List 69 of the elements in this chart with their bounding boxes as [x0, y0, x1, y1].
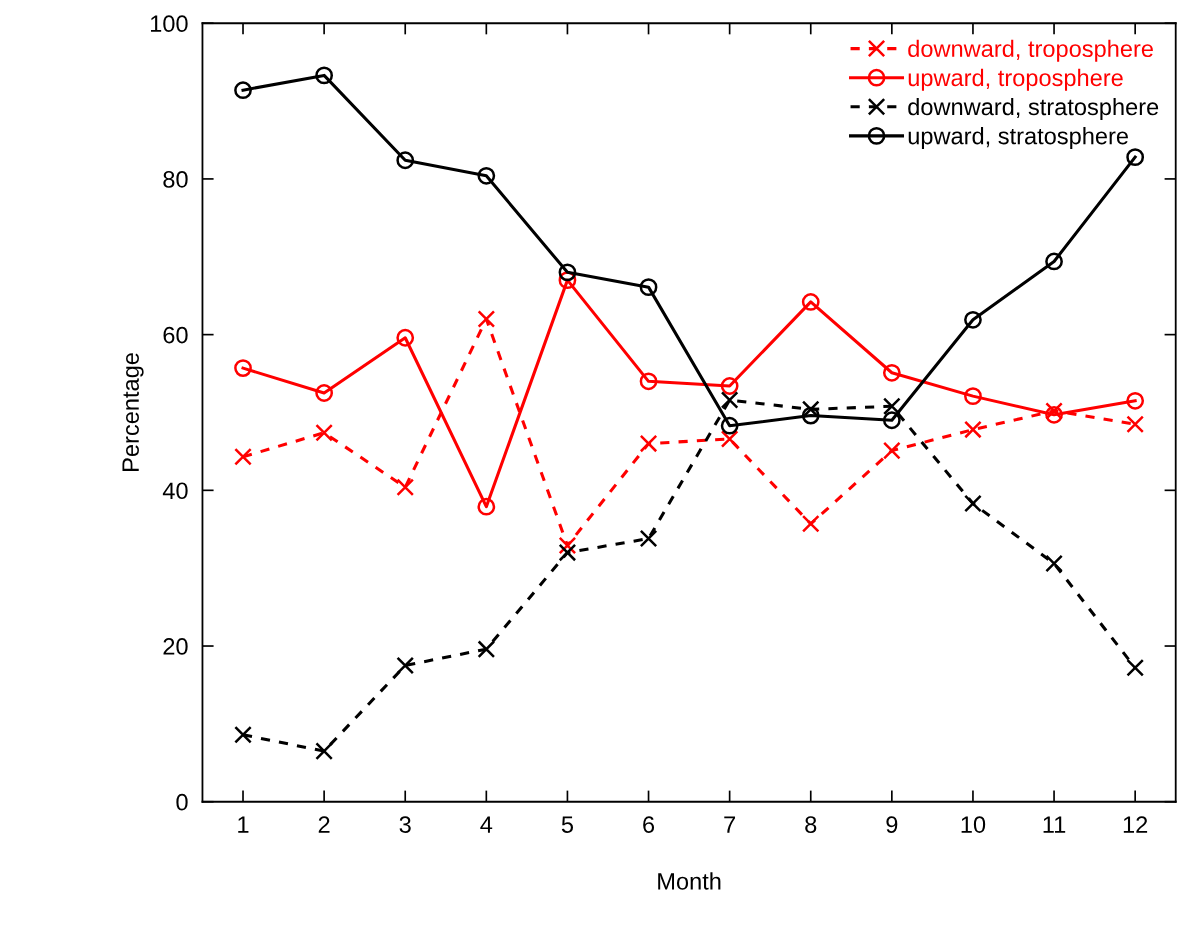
x-tick-label: 9	[886, 816, 898, 833]
point	[801, 406, 820, 425]
y-tick-label: 80	[163, 170, 188, 188]
point	[964, 387, 982, 406]
point	[639, 434, 658, 453]
x-axis-title: Month	[658, 872, 721, 890]
point	[315, 423, 334, 442]
point	[315, 384, 334, 402]
point	[234, 725, 252, 744]
point	[882, 397, 901, 416]
legend-label: downward, stratosphere	[908, 97, 1159, 120]
point	[558, 536, 577, 555]
point	[801, 514, 820, 533]
x-tick-label: 5	[561, 816, 574, 833]
point	[639, 529, 658, 548]
point	[396, 328, 415, 347]
legend-label: upward, troposphere	[908, 68, 1123, 91]
y-axis-title: Percentage	[122, 353, 144, 471]
point	[882, 441, 901, 460]
point	[477, 310, 496, 328]
legend-label: upward, stratosphere	[908, 127, 1128, 150]
point	[1126, 391, 1145, 410]
point	[964, 494, 982, 513]
x-tick-label: 6	[643, 816, 655, 833]
point	[801, 293, 820, 311]
point	[1126, 148, 1145, 167]
point	[315, 742, 334, 761]
x-tick-label: 7	[724, 816, 736, 833]
point	[477, 497, 496, 516]
x-tick-label: 4	[480, 816, 493, 833]
point	[396, 656, 415, 675]
point	[1126, 658, 1145, 677]
x-tick-label: 8	[805, 816, 817, 833]
point	[477, 640, 496, 659]
x-tick-label: 12	[1123, 816, 1148, 833]
y-tick-label: 40	[162, 482, 188, 500]
x-tick-label: 1	[238, 816, 249, 833]
x-tick-label: 10	[961, 816, 986, 833]
point	[396, 478, 415, 497]
point	[639, 278, 658, 297]
point	[558, 543, 577, 562]
point	[1045, 252, 1063, 271]
point	[964, 310, 982, 329]
x-tick-label: 2	[318, 816, 330, 833]
point	[720, 416, 739, 435]
y-tick-label: 0	[176, 793, 188, 811]
point	[315, 66, 334, 85]
point	[720, 377, 739, 395]
point	[477, 166, 496, 185]
point	[396, 151, 415, 170]
legend-label: downward, troposphere	[908, 39, 1153, 62]
point	[1045, 405, 1063, 424]
point	[1045, 402, 1063, 420]
y-tick-label: 20	[163, 638, 188, 655]
point	[1045, 554, 1063, 573]
point	[1126, 415, 1145, 434]
y-tick-label: 60	[163, 326, 188, 344]
x-tick-label: 11	[1043, 816, 1066, 833]
point	[558, 263, 577, 282]
x-tick-label: 3	[399, 816, 411, 833]
point	[882, 411, 901, 430]
point	[234, 359, 252, 377]
point	[882, 363, 901, 382]
point	[639, 372, 658, 391]
point	[720, 391, 739, 409]
y-tick-label: 100	[150, 15, 188, 33]
point	[964, 420, 982, 439]
point	[234, 447, 252, 466]
point	[234, 81, 252, 100]
